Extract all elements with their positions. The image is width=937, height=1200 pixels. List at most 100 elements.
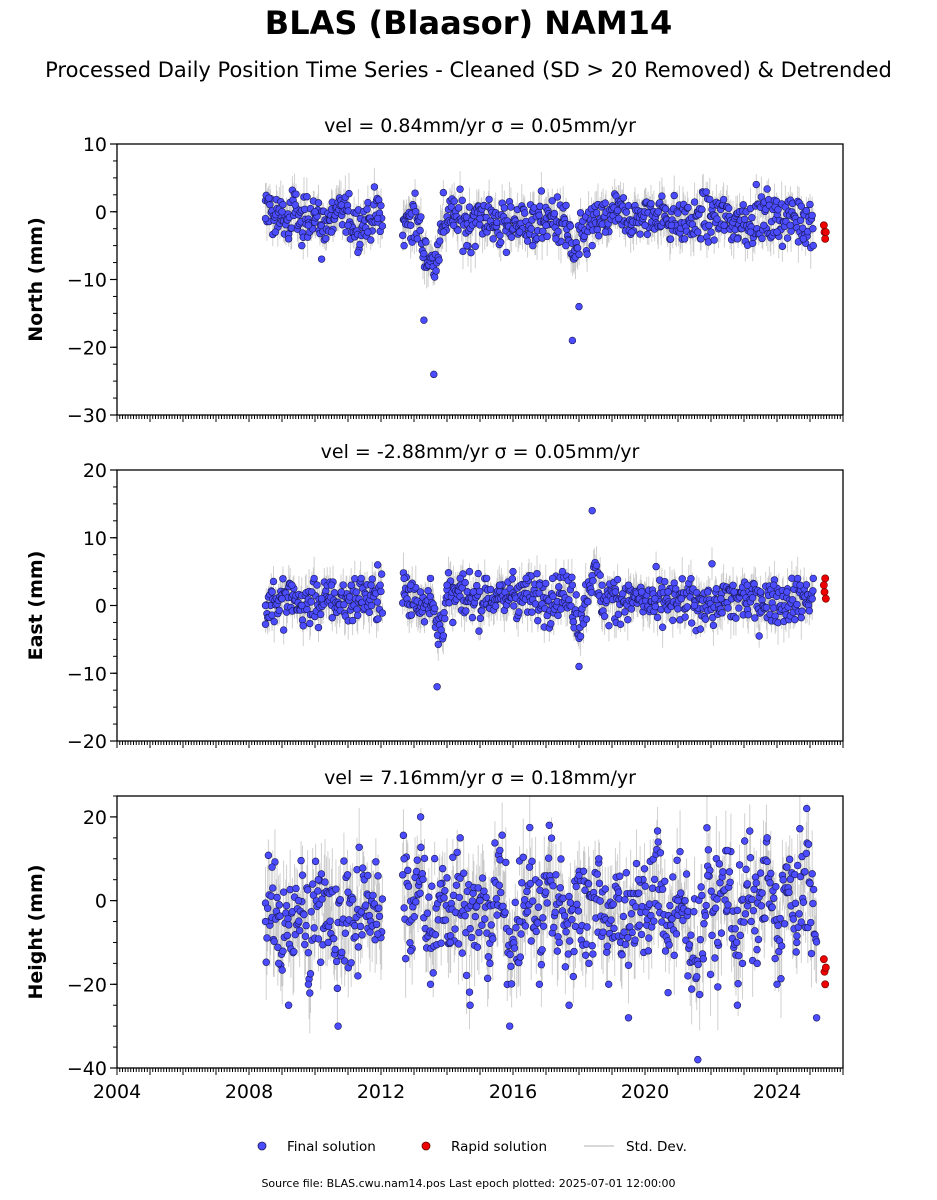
final-solution-point [463, 241, 471, 250]
final-solution-point [310, 574, 318, 583]
final-solution-point [539, 227, 547, 235]
final-solution-point [425, 893, 433, 901]
final-solution-point [302, 921, 310, 930]
final-solution-point [347, 581, 355, 589]
final-solution-point [343, 871, 352, 879]
final-solution-point [422, 238, 430, 246]
final-solution-point [459, 869, 468, 877]
final-solution-point [539, 914, 547, 922]
final-solution-point [670, 951, 678, 960]
final-solution-point [455, 893, 464, 902]
final-solution-point [462, 971, 471, 980]
final-solution-point [517, 930, 525, 938]
final-solution-point [584, 880, 593, 888]
y-tick-label: −20 [67, 337, 107, 359]
final-solution-point [588, 942, 596, 950]
final-solution-point [417, 213, 425, 221]
final-solution-point [317, 870, 326, 878]
final-solution-point [262, 958, 270, 966]
final-solution-point [508, 575, 517, 583]
final-solution-point [520, 896, 529, 904]
final-solution-point [458, 196, 466, 205]
final-solution-point [485, 195, 493, 204]
final-solution-point [497, 238, 505, 246]
final-solution-point [304, 948, 313, 957]
final-solution-point [628, 928, 636, 937]
final-solution-point [298, 871, 307, 879]
final-solution-point [292, 190, 300, 198]
final-solution-point [651, 595, 659, 603]
final-solution-point [515, 608, 523, 616]
final-solution-point [441, 614, 449, 623]
final-solution-point [265, 194, 273, 202]
final-solution-point [449, 221, 458, 230]
final-solution-point [703, 588, 712, 596]
final-solution-point [607, 916, 615, 924]
final-solution-point [456, 185, 464, 193]
final-solution-point [348, 616, 357, 625]
final-solution-point [668, 915, 676, 923]
final-solution-point [715, 860, 723, 868]
final-solution-point [622, 869, 631, 877]
final-solution-point [521, 922, 530, 930]
final-solution-point [575, 662, 583, 671]
final-solution-point [713, 895, 721, 903]
final-solution-point [330, 934, 338, 943]
final-solution-point [548, 574, 557, 583]
final-solution-point [791, 615, 799, 624]
final-solution-point [341, 929, 350, 937]
final-solution-point [412, 898, 420, 906]
final-solution-point [443, 874, 451, 882]
final-solution-point [332, 957, 341, 966]
page-title: BLAS (Blaasor) NAM14 [264, 4, 673, 42]
final-solution-point [433, 683, 441, 691]
final-solution-point [653, 827, 662, 835]
final-solution-point [367, 236, 375, 244]
final-solution-point [690, 601, 699, 610]
final-solution-point [482, 893, 490, 902]
final-solution-point [565, 937, 574, 945]
final-solution-point [412, 207, 420, 216]
final-solution-point [440, 894, 448, 902]
final-solution-point [712, 585, 721, 593]
final-solution-point [614, 610, 623, 619]
final-solution-point [347, 959, 355, 967]
final-solution-point [641, 221, 649, 230]
final-solution-point [476, 614, 485, 623]
final-solution-point [632, 859, 641, 868]
final-solution-point [537, 960, 546, 969]
final-solution-point [354, 611, 362, 620]
final-solution-point [512, 924, 520, 932]
final-solution-point [621, 896, 629, 904]
final-solution-point [658, 918, 666, 926]
final-solution-point [413, 856, 421, 864]
final-solution-point [535, 589, 543, 597]
final-solution-point [683, 603, 692, 611]
final-solution-point [558, 567, 567, 576]
final-solution-point [295, 926, 304, 935]
final-solution-point [399, 871, 407, 879]
final-solution-point [373, 598, 382, 606]
final-solution-point [298, 601, 306, 610]
final-solution-point [733, 906, 742, 915]
final-solution-point [307, 598, 315, 606]
final-solution-point [568, 581, 577, 589]
final-solution-point [534, 616, 542, 625]
final-solution-point [694, 960, 702, 969]
final-solution-point [452, 881, 461, 889]
final-solution-point [375, 912, 384, 921]
final-solution-point [707, 228, 715, 236]
final-solution-point [710, 236, 718, 244]
final-solution-point [661, 947, 670, 955]
final-solution-point [550, 209, 559, 218]
panel-title: vel = -2.88mm/yr σ = 0.05mm/yr [321, 441, 640, 463]
y-axis-label: East (mm) [25, 551, 47, 661]
final-solution-point [572, 591, 580, 599]
final-solution-point [527, 225, 535, 233]
final-solution-point [731, 925, 739, 933]
final-solution-point [428, 882, 436, 890]
final-solution-point [624, 615, 632, 624]
final-solution-point [572, 882, 580, 891]
final-solution-point [543, 899, 551, 907]
final-solution-point [799, 235, 808, 243]
